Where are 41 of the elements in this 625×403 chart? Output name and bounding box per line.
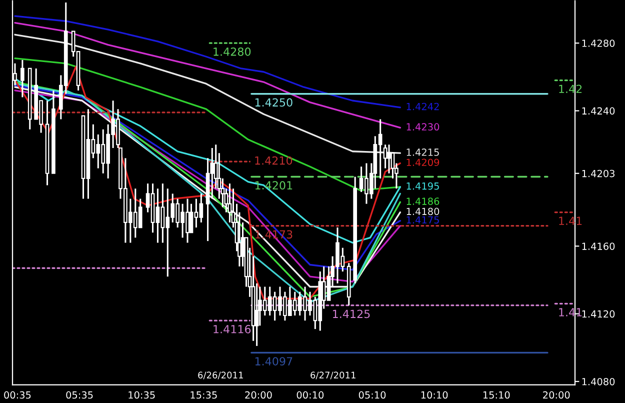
- x-tick-label: 05:10: [358, 391, 386, 399]
- series-label: 1.4175: [406, 216, 439, 224]
- y-tick-label: 1.4080: [582, 378, 615, 386]
- x-tick-label: 00:10: [296, 391, 324, 399]
- y-tick-label: 1.4160: [582, 242, 615, 250]
- line-series: [14, 57, 402, 192]
- series-label: 1.4116: [214, 324, 251, 334]
- x-tick-label: 10:35: [128, 391, 155, 399]
- candlestick: [228, 182, 232, 224]
- series-label: 1.4180: [406, 208, 440, 216]
- x-tick-label: 20:00: [245, 391, 272, 399]
- y-tick-label: 1.4280: [582, 40, 615, 47]
- y-tick-label: 1.4120: [582, 310, 615, 318]
- x-tick-label: 20:00: [543, 391, 570, 399]
- series-label: 1.4210: [255, 156, 292, 165]
- candlestick: [254, 282, 259, 347]
- series-label: 1.4250: [255, 98, 292, 107]
- series-label: 1.4215: [406, 148, 439, 156]
- y-tick-label: 1.4240: [582, 107, 615, 115]
- line-series: [14, 22, 402, 129]
- series-label: 1.4195: [406, 182, 439, 190]
- series-label: 1.4209: [406, 158, 440, 166]
- annotation: 6/27/2011: [310, 372, 356, 380]
- candlestick: [387, 144, 391, 174]
- series-label: 1.4242: [406, 102, 439, 110]
- annotation: 6/26/2011: [198, 372, 243, 380]
- line-series: [14, 15, 402, 108]
- series-label: 1.4186: [406, 198, 440, 205]
- x-tick-label: 05:35: [66, 391, 93, 399]
- candlestick: [383, 144, 388, 170]
- series-label: 1.4280: [214, 47, 251, 56]
- x-tick-label: 00:35: [4, 391, 31, 399]
- series-label: 1.4125: [333, 310, 370, 318]
- x-tick-label: 15:10: [483, 391, 510, 399]
- x-tick-label: 15:35: [190, 391, 217, 399]
- series-label: 1.4230: [406, 123, 440, 131]
- line-series: [14, 34, 402, 154]
- y-tick-label: 1.4203: [582, 170, 614, 178]
- candlestick: [20, 59, 24, 98]
- x-tick-label: 10:10: [421, 391, 448, 399]
- series-label: 1.4097: [255, 357, 292, 366]
